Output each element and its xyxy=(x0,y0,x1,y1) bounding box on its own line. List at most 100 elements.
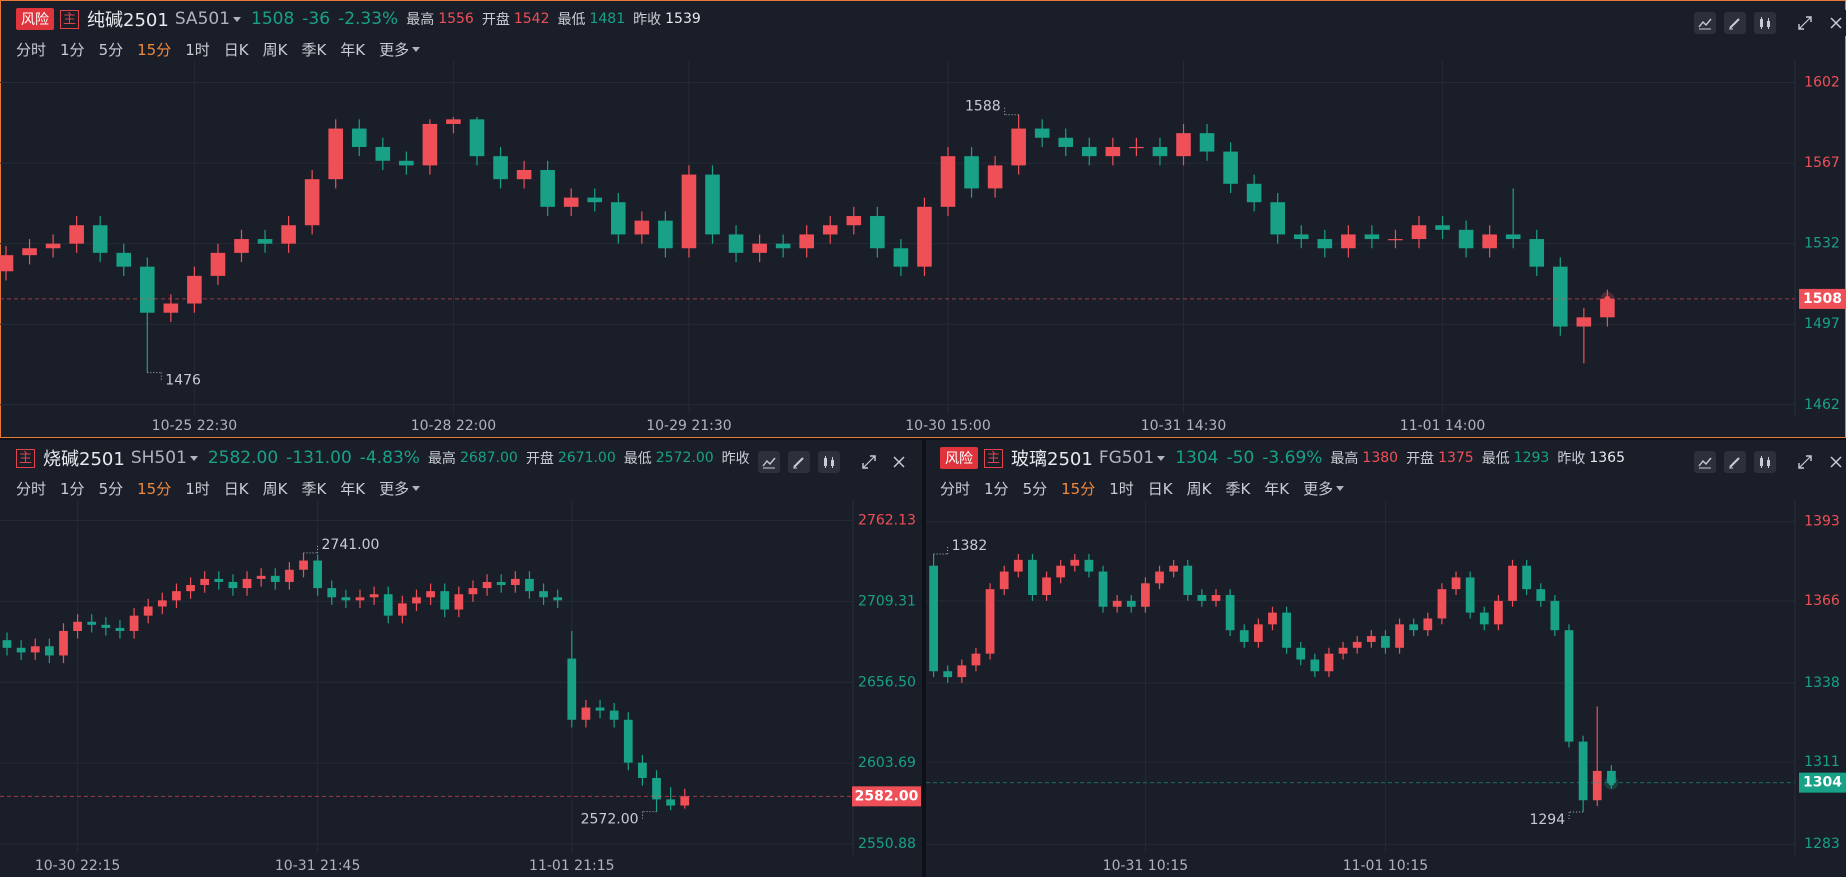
period-tab[interactable]: 1时 xyxy=(1109,479,1134,498)
stat-value: 2687.00 xyxy=(459,450,518,466)
period-tab[interactable]: 季K xyxy=(301,479,327,498)
candle-body xyxy=(454,594,464,610)
period-tab[interactable]: 年K xyxy=(340,40,366,59)
icon xyxy=(1729,457,1740,469)
more-caret[interactable] xyxy=(412,46,421,52)
period-tab[interactable]: 周K xyxy=(1186,479,1212,498)
period-tab[interactable]: 日K xyxy=(1147,479,1173,498)
close-button[interactable] xyxy=(1825,451,1846,473)
candle-style-button[interactable] xyxy=(1754,12,1776,34)
candle-body xyxy=(1317,239,1333,249)
candle-body xyxy=(1381,636,1390,648)
expand-button[interactable] xyxy=(1794,12,1816,34)
stat-label: 开盘 xyxy=(481,12,510,28)
x-tick-label: 10-28 22:00 xyxy=(411,418,496,434)
period-tab[interactable]: 15分 xyxy=(1061,479,1096,498)
candle-body xyxy=(1126,600,1136,607)
period-tab[interactable]: 更多 xyxy=(379,40,410,59)
y-tick-label: 2762.13 xyxy=(858,513,916,529)
candle-body xyxy=(440,591,450,610)
candle-body xyxy=(1246,183,1262,203)
candle-body xyxy=(22,248,37,256)
candle-body xyxy=(1529,239,1545,267)
period-tab[interactable]: 日K xyxy=(223,479,249,498)
expand-button[interactable] xyxy=(1794,451,1816,473)
candle-body xyxy=(214,578,224,582)
period-tab[interactable]: 季K xyxy=(301,40,327,59)
x-tick-label: 11-01 14:00 xyxy=(1400,418,1485,434)
period-tab[interactable]: 周K xyxy=(262,479,288,498)
contract-code[interactable]: SA501 xyxy=(174,9,231,29)
period-tab[interactable]: 5分 xyxy=(1022,479,1048,498)
candle-body xyxy=(412,597,421,604)
period-tab[interactable]: 更多 xyxy=(1303,479,1334,498)
icon xyxy=(1729,18,1740,30)
candle-body xyxy=(270,575,280,582)
candle-style-button[interactable] xyxy=(818,451,840,473)
period-tab[interactable]: 周K xyxy=(262,40,288,59)
contract-code[interactable]: SH501 xyxy=(130,448,187,468)
stat-value: 1539 xyxy=(665,11,701,27)
candle-body xyxy=(45,243,61,249)
indicator-button[interactable] xyxy=(1694,12,1716,34)
candle-body xyxy=(1364,234,1380,240)
y-tick-label: 2709.31 xyxy=(858,593,916,609)
period-tab[interactable]: 1时 xyxy=(185,40,210,59)
icon xyxy=(1830,456,1842,468)
x-tick-label: 11-01 21:15 xyxy=(529,858,614,874)
candle-body xyxy=(69,225,84,244)
more-caret[interactable] xyxy=(1336,485,1345,491)
more-caret[interactable] xyxy=(412,485,421,491)
candle-body xyxy=(1293,234,1309,240)
period-tab[interactable]: 15分 xyxy=(137,479,172,498)
contract-name[interactable]: 玻璃2501 xyxy=(1011,449,1093,470)
candle-body xyxy=(971,653,981,666)
candle-style-button[interactable] xyxy=(1754,451,1776,473)
period-tab[interactable]: 5分 xyxy=(98,479,124,498)
draw-button[interactable] xyxy=(1724,12,1746,34)
candle-body xyxy=(929,565,938,672)
candle-body xyxy=(327,588,337,598)
period-tab[interactable]: 1分 xyxy=(60,479,85,498)
candle-body xyxy=(752,243,767,253)
draw-button[interactable] xyxy=(1724,451,1746,473)
candle-body xyxy=(399,160,414,166)
code-dropdown[interactable] xyxy=(233,16,242,22)
candle-body xyxy=(1296,647,1306,660)
close-button[interactable] xyxy=(888,451,910,473)
code-dropdown[interactable] xyxy=(1157,455,1166,461)
close-button[interactable] xyxy=(1825,12,1846,34)
contract-name[interactable]: 烧碱2501 xyxy=(43,449,125,470)
period-tab[interactable]: 季K xyxy=(1225,479,1251,498)
y-tick-label: 1366 xyxy=(1804,593,1840,609)
period-tab[interactable]: 1分 xyxy=(60,40,85,59)
period-tab[interactable]: 分时 xyxy=(16,40,47,59)
contract-code[interactable]: FG501 xyxy=(1098,448,1155,468)
candle-body xyxy=(540,169,555,207)
code-dropdown[interactable] xyxy=(189,455,198,461)
candle-body xyxy=(469,119,485,157)
period-tab[interactable]: 更多 xyxy=(379,479,410,498)
period-tab[interactable]: 15分 xyxy=(137,40,172,59)
period-tab[interactable]: 分时 xyxy=(940,479,971,498)
candle-body xyxy=(1600,298,1615,318)
expand-button[interactable] xyxy=(858,451,880,473)
indicator-button[interactable] xyxy=(1694,451,1716,473)
contract-name[interactable]: 纯碱2501 xyxy=(87,10,169,31)
quote-last: 1304 xyxy=(1175,448,1219,468)
period-tab[interactable]: 5分 xyxy=(98,40,124,59)
stat-value: 1293 xyxy=(1513,450,1550,466)
draw-button[interactable] xyxy=(788,451,810,473)
indicator-button[interactable] xyxy=(758,451,780,473)
y-tick-label: 1338 xyxy=(1804,675,1840,691)
candle-body xyxy=(634,220,650,235)
period-tab[interactable]: 日K xyxy=(223,40,249,59)
period-tab[interactable]: 1分 xyxy=(984,479,1009,498)
period-tab[interactable]: 年K xyxy=(340,479,366,498)
candle-body xyxy=(1435,225,1450,230)
period-tab[interactable]: 年K xyxy=(1264,479,1290,498)
period-tab[interactable]: 分时 xyxy=(16,479,47,498)
candle-body xyxy=(426,591,435,598)
extreme-label: 2572.00 xyxy=(581,812,639,828)
period-tab[interactable]: 1时 xyxy=(185,479,210,498)
